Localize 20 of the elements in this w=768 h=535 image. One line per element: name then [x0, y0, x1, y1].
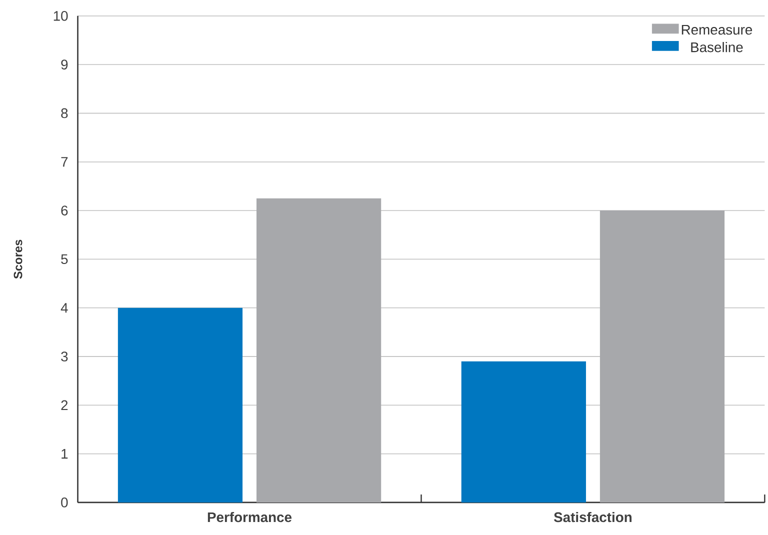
legend-label: Remeasure: [682, 24, 752, 35]
bar: [256, 198, 382, 502]
y-tick-label: 5: [61, 254, 68, 264]
y-tick-label: 7: [61, 156, 68, 167]
legend-label: Baseline: [691, 42, 743, 52]
y-tick-label: 10: [54, 10, 68, 21]
x-tick-label: Satisfaction: [554, 512, 632, 522]
bar: [600, 210, 725, 502]
y-tick-label: 9: [61, 59, 68, 70]
bar: [118, 308, 243, 502]
y-axis-title: Scores: [14, 240, 22, 279]
y-tick-label: 0: [61, 497, 68, 508]
y-tick-label: 6: [61, 205, 68, 216]
y-tick-label: 2: [61, 400, 68, 410]
y-tick-label: 8: [61, 108, 68, 118]
y-tick-label: 1: [62, 448, 68, 458]
y-tick-label: 4: [60, 302, 68, 312]
x-tick-label: Performance: [208, 512, 292, 522]
bar: [461, 361, 586, 502]
y-tick-label: 3: [61, 351, 68, 362]
